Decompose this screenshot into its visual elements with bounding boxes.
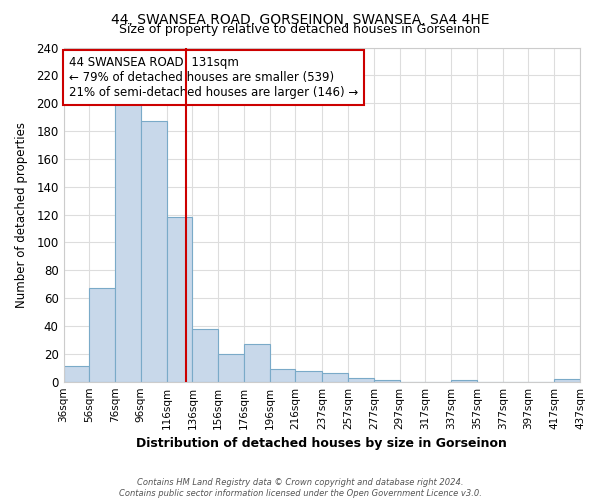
Bar [141, 122, 167, 382]
Bar [167, 218, 193, 382]
Bar [295, 370, 322, 382]
Text: 44, SWANSEA ROAD, GORSEINON, SWANSEA, SA4 4HE: 44, SWANSEA ROAD, GORSEINON, SWANSEA, SA… [111, 12, 489, 26]
Y-axis label: Number of detached properties: Number of detached properties [15, 122, 28, 308]
Bar [218, 354, 244, 382]
Bar [244, 344, 269, 382]
Bar [554, 379, 580, 382]
Bar [193, 329, 218, 382]
Bar [451, 380, 477, 382]
Bar [322, 374, 348, 382]
X-axis label: Distribution of detached houses by size in Gorseinon: Distribution of detached houses by size … [136, 437, 507, 450]
Bar [348, 378, 374, 382]
Bar [374, 380, 400, 382]
Text: 44 SWANSEA ROAD: 131sqm
← 79% of detached houses are smaller (539)
21% of semi-d: 44 SWANSEA ROAD: 131sqm ← 79% of detache… [69, 56, 358, 99]
Text: Contains HM Land Registry data © Crown copyright and database right 2024.
Contai: Contains HM Land Registry data © Crown c… [119, 478, 481, 498]
Bar [89, 288, 115, 382]
Bar [115, 103, 141, 382]
Text: Size of property relative to detached houses in Gorseinon: Size of property relative to detached ho… [119, 22, 481, 36]
Bar [64, 366, 89, 382]
Bar [269, 369, 295, 382]
